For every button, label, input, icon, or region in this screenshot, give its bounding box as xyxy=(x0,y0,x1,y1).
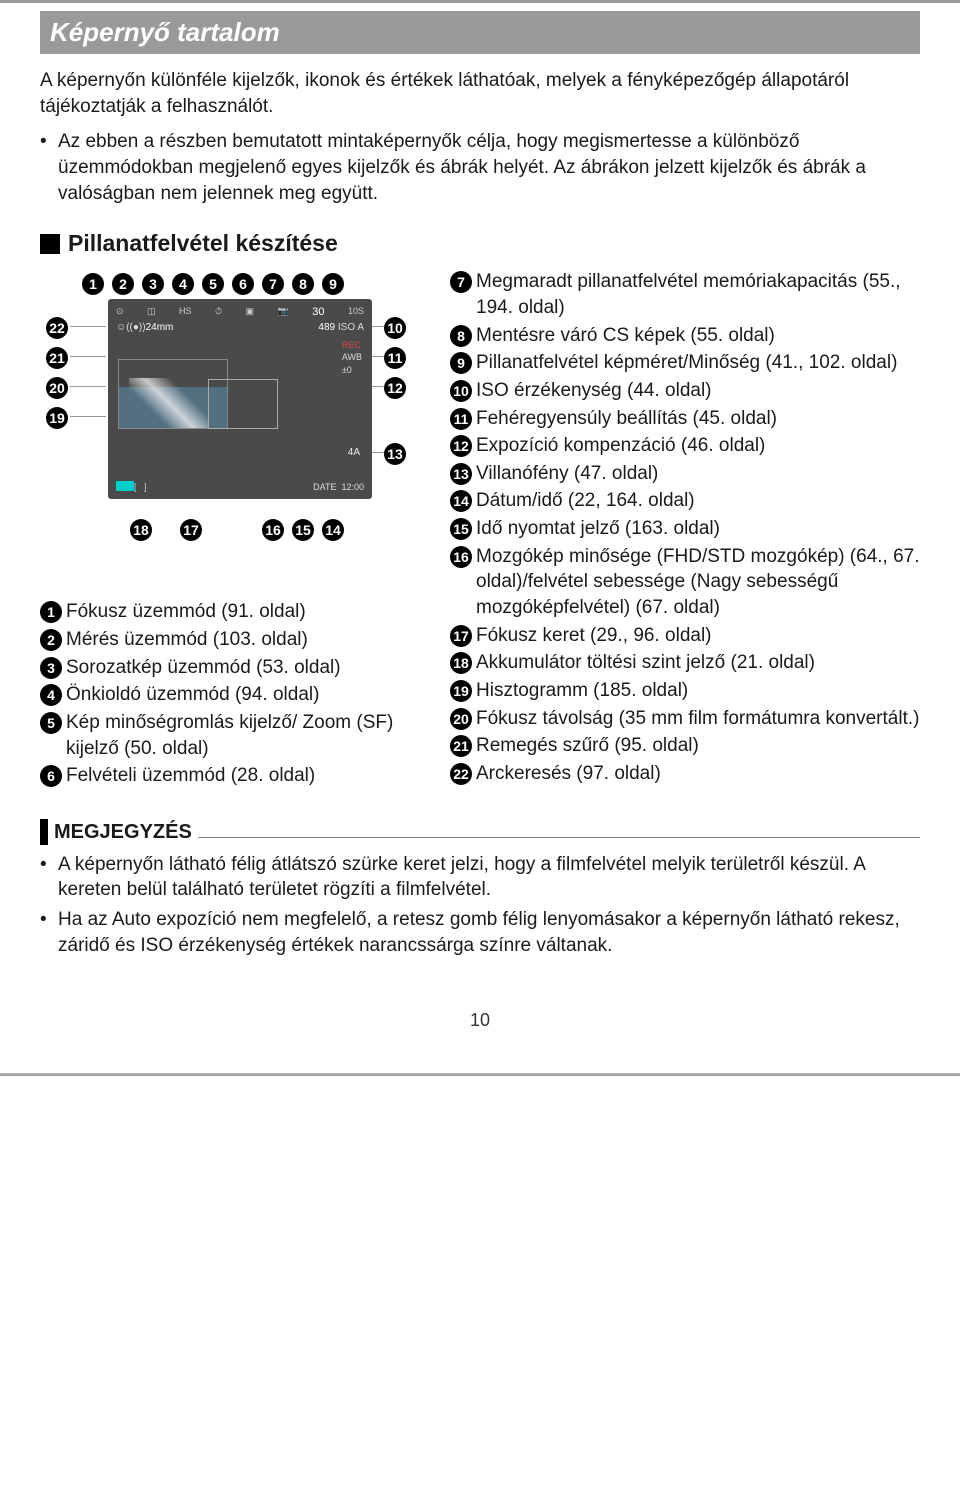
legend-text: Mentésre váró CS képek (55. oldal) xyxy=(476,323,920,349)
intro-paragraph-1: A képernyőn különféle kijelzők, ikonok é… xyxy=(40,68,920,119)
legend-text: Önkioldó üzemmód (94. oldal) xyxy=(66,682,440,708)
legend-text: Villanófény (47. oldal) xyxy=(476,461,920,487)
legend-item: 22Arckeresés (97. oldal) xyxy=(450,761,920,787)
legend-number-badge: 5 xyxy=(40,712,62,734)
section-title: Pillanatfelvétel készítése xyxy=(68,228,338,259)
legend-item: 3Sorozatkép üzemmód (53. oldal) xyxy=(40,655,440,681)
legend-item: 16Mozgókép minősége (FHD/STD mozgókép) (… xyxy=(450,544,920,621)
legend-text: Hisztogramm (185. oldal) xyxy=(476,678,920,704)
legend-number-badge: 4 xyxy=(40,684,62,706)
legend-number-badge: 1 xyxy=(40,601,62,623)
legend-text: ISO érzékenység (44. oldal) xyxy=(476,378,920,404)
legend-right: 7Megmaradt pillanatfelvétel memóriakapac… xyxy=(450,269,920,786)
note-label: MEGJEGYZÉS xyxy=(54,819,192,846)
legend-item: 12Expozíció kompenzáció (46. oldal) xyxy=(450,433,920,459)
legend-text: Sorozatkép üzemmód (53. oldal) xyxy=(66,655,440,681)
legend-item: 20Fókusz távolság (35 mm film formátumra… xyxy=(450,706,920,732)
legend-text: Arckeresés (97. oldal) xyxy=(476,761,920,787)
page-title: Képernyő tartalom xyxy=(40,11,920,54)
intro-block: A képernyőn különféle kijelzők, ikonok é… xyxy=(40,68,920,206)
legend-item: 14Dátum/idő (22, 164. oldal) xyxy=(450,488,920,514)
legend-number-badge: 3 xyxy=(40,657,62,679)
section-heading: Pillanatfelvétel készítése xyxy=(40,228,920,259)
legend-item: 8Mentésre váró CS képek (55. oldal) xyxy=(450,323,920,349)
note-heading: MEGJEGYZÉS xyxy=(40,819,920,846)
legend-item: 21Remegés szűrő (95. oldal) xyxy=(450,733,920,759)
legend-number-badge: 10 xyxy=(450,380,472,402)
legend-number-badge: 17 xyxy=(450,625,472,647)
legend-number-badge: 22 xyxy=(450,763,472,785)
legend-text: Mérés üzemmód (103. oldal) xyxy=(66,627,440,653)
legend-number-badge: 6 xyxy=(40,765,62,787)
legend-item: 9Pillanatfelvétel képméret/Minőség (41.,… xyxy=(450,350,920,376)
legend-item: 18Akkumulátor töltési szint jelző (21. o… xyxy=(450,650,920,676)
legend-number-badge: 20 xyxy=(450,708,472,730)
page-number: 10 xyxy=(40,1008,920,1032)
legend-number-badge: 8 xyxy=(450,325,472,347)
legend-item: 1Fókusz üzemmód (91. oldal) xyxy=(40,599,440,625)
legend-text: Kép minőségromlás kijelző/ Zoom (SF) kij… xyxy=(66,710,440,761)
legend-text: Fókusz üzemmód (91. oldal) xyxy=(66,599,440,625)
note-bullet: •Ha az Auto expozíció nem megfelelő, a r… xyxy=(40,907,920,958)
legend-left: 1Fókusz üzemmód (91. oldal)2Mérés üzemmó… xyxy=(40,599,440,788)
legend-text: Megmaradt pillanatfelvétel memóriakapaci… xyxy=(476,269,920,320)
square-bullet-icon xyxy=(40,234,60,254)
note-text: A képernyőn látható félig átlátszó szürk… xyxy=(58,852,920,903)
note-text: Ha az Auto expozíció nem megfelelő, a re… xyxy=(58,907,920,958)
legend-number-badge: 2 xyxy=(40,629,62,651)
legend-number-badge: 15 xyxy=(450,518,472,540)
legend-number-badge: 16 xyxy=(450,546,472,568)
legend-text: Expozíció kompenzáció (46. oldal) xyxy=(476,433,920,459)
legend-text: Mozgókép minősége (FHD/STD mozgókép) (64… xyxy=(476,544,920,621)
legend-item: 5Kép minőségromlás kijelző/ Zoom (SF) ki… xyxy=(40,710,440,761)
note-bar-icon xyxy=(40,819,48,845)
legend-text: Fókusz távolság (35 mm film formátumra k… xyxy=(476,706,920,732)
legend-number-badge: 14 xyxy=(450,490,472,512)
legend-number-badge: 11 xyxy=(450,408,472,430)
legend-item: 15Idő nyomtat jelző (163. oldal) xyxy=(450,516,920,542)
legend-item: 17Fókusz keret (29., 96. oldal) xyxy=(450,623,920,649)
intro-bullet: • Az ebben a részben bemutatott mintakép… xyxy=(40,129,920,206)
legend-item: 6Felvételi üzemmód (28. oldal) xyxy=(40,763,440,789)
legend-text: Fókusz keret (29., 96. oldal) xyxy=(476,623,920,649)
legend-item: 2Mérés üzemmód (103. oldal) xyxy=(40,627,440,653)
legend-item: 13Villanófény (47. oldal) xyxy=(450,461,920,487)
legend-text: Pillanatfelvétel képméret/Minőség (41., … xyxy=(476,350,920,376)
legend-number-badge: 18 xyxy=(450,652,472,674)
legend-text: Dátum/idő (22, 164. oldal) xyxy=(476,488,920,514)
lcd-screen: ⊙◫HS⏱▣📷 30 10S ☺((●))24mm 489 ISO A xyxy=(108,299,372,499)
legend-item: 4Önkioldó üzemmód (94. oldal) xyxy=(40,682,440,708)
legend-item: 19Hisztogramm (185. oldal) xyxy=(450,678,920,704)
intro-paragraph-2: Az ebben a részben bemutatott mintaképer… xyxy=(58,129,920,206)
lcd-diagram: 1 2 3 4 5 6 7 8 9 10 11 12 13 18 17 16 1… xyxy=(40,269,440,599)
note-body: •A képernyőn látható félig átlátszó szür… xyxy=(40,852,920,959)
legend-number-badge: 19 xyxy=(450,680,472,702)
legend-number-badge: 9 xyxy=(450,352,472,374)
legend-text: Remegés szűrő (95. oldal) xyxy=(476,733,920,759)
legend-item: 11Fehéregyensúly beállítás (45. oldal) xyxy=(450,406,920,432)
legend-text: Felvételi üzemmód (28. oldal) xyxy=(66,763,440,789)
legend-number-badge: 12 xyxy=(450,435,472,457)
legend-text: Fehéregyensúly beállítás (45. oldal) xyxy=(476,406,920,432)
note-bullet: •A képernyőn látható félig átlátszó szür… xyxy=(40,852,920,903)
legend-item: 7Megmaradt pillanatfelvétel memóriakapac… xyxy=(450,269,920,320)
legend-number-badge: 7 xyxy=(450,271,472,293)
legend-text: Idő nyomtat jelző (163. oldal) xyxy=(476,516,920,542)
legend-number-badge: 21 xyxy=(450,735,472,757)
legend-number-badge: 13 xyxy=(450,463,472,485)
legend-text: Akkumulátor töltési szint jelző (21. old… xyxy=(476,650,920,676)
legend-item: 10ISO érzékenység (44. oldal) xyxy=(450,378,920,404)
